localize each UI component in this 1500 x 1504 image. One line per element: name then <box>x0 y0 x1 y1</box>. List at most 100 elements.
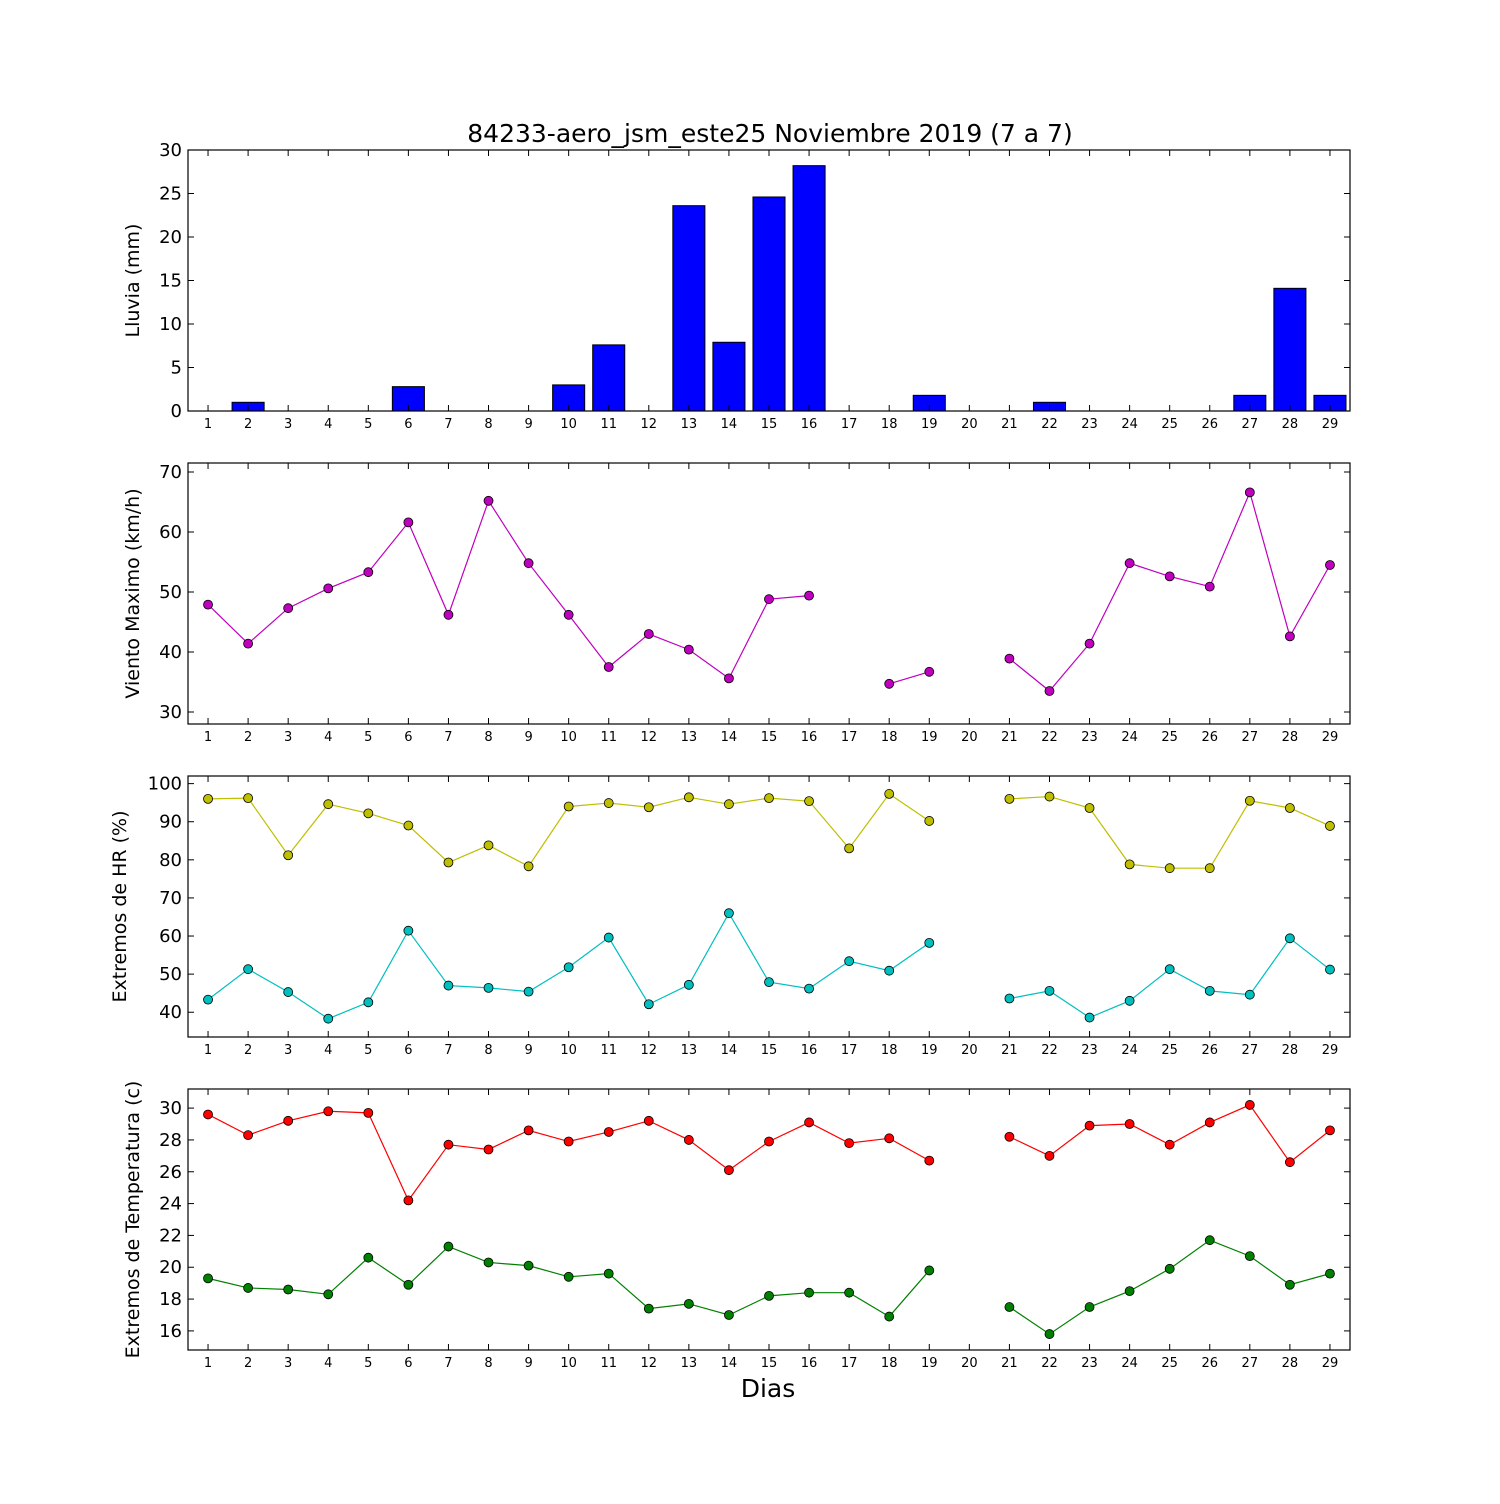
series-2-point-day-17 <box>844 956 855 967</box>
series-2-point-day-5 <box>363 1252 374 1263</box>
x-tick-label: 18 <box>881 730 898 745</box>
series-2-point-day-16 <box>804 983 814 994</box>
bar-day-13 <box>672 205 706 412</box>
series-1-point-day-3 <box>283 850 294 861</box>
x-tick-label: 26 <box>1201 1356 1218 1371</box>
series-2-point-day-29 <box>1325 964 1335 975</box>
series-1-point-day-18 <box>884 789 895 799</box>
series-1-point-day-19 <box>924 816 935 826</box>
series-1-point-day-9 <box>523 861 534 872</box>
x-tick-label: 21 <box>1001 1356 1018 1371</box>
series-2-point-day-1 <box>203 1273 213 1284</box>
x-tick-label: 24 <box>1121 1043 1138 1058</box>
x-tick-label: 29 <box>1322 730 1339 745</box>
series-1-point-day-24 <box>1124 1119 1135 1129</box>
series-2-point-day-15 <box>764 977 774 988</box>
x-tick-label: 25 <box>1161 730 1178 745</box>
series-1-point-day-29 <box>1325 821 1335 831</box>
y-tick-label: 50 <box>159 582 182 603</box>
y-tick-label: 50 <box>159 964 182 985</box>
y-tick-label: 40 <box>159 642 182 663</box>
x-tick-label: 14 <box>721 730 738 745</box>
x-tick-label: 17 <box>841 1043 858 1058</box>
bar-day-15 <box>752 196 786 412</box>
x-tick-label: 29 <box>1322 417 1339 432</box>
series-1-line-2 <box>1009 795 1331 869</box>
y-tick-label: 70 <box>159 462 182 483</box>
series-1-point-day-15 <box>764 793 774 803</box>
series-1-point-day-14 <box>724 1165 734 1176</box>
x-tick-label: 9 <box>524 1043 532 1058</box>
y-tick-label: 40 <box>159 1002 182 1023</box>
x-tick-label: 12 <box>641 1356 658 1371</box>
y-tick-label: 70 <box>159 888 182 909</box>
y-axis-label: Viento Maximo (km/h) <box>122 488 144 698</box>
y-tick-label: 60 <box>159 926 182 947</box>
series-1-point-day-9 <box>523 1125 534 1136</box>
series-2-point-day-4 <box>323 1013 334 1024</box>
x-tick-label: 4 <box>324 1356 332 1371</box>
x-tick-label: 21 <box>1001 1043 1018 1058</box>
x-tick-label: 3 <box>284 417 292 432</box>
x-tick-label: 7 <box>444 417 452 432</box>
axes-frame <box>187 462 1351 725</box>
x-tick-label: 25 <box>1161 1043 1178 1058</box>
y-tick-label: 20 <box>159 227 182 248</box>
x-tick-label: 28 <box>1282 1043 1299 1058</box>
x-tick-label: 14 <box>721 417 738 432</box>
x-tick-label: 23 <box>1081 417 1098 432</box>
series-2-line-2 <box>1009 937 1331 1019</box>
x-tick-label: 21 <box>1001 417 1018 432</box>
x-tick-label: 11 <box>600 1356 617 1371</box>
series-1-point-day-4 <box>323 583 334 594</box>
series-2-point-day-23 <box>1084 1302 1095 1312</box>
x-tick-label: 8 <box>484 1043 492 1058</box>
x-tick-label: 13 <box>681 417 698 432</box>
y-tick-label: 60 <box>159 522 182 543</box>
x-tick-label: 2 <box>244 1356 252 1371</box>
series-1-point-day-8 <box>483 1144 494 1155</box>
x-tick-label: 19 <box>921 1356 938 1371</box>
x-tick-label: 18 <box>881 417 898 432</box>
series-2-point-day-26 <box>1204 985 1215 996</box>
series-1-point-day-2 <box>243 638 254 649</box>
x-tick-label: 26 <box>1201 730 1218 745</box>
series-1-point-day-17 <box>844 1138 855 1149</box>
x-tick-label: 6 <box>404 1043 412 1058</box>
x-tick-label: 24 <box>1121 730 1138 745</box>
x-tick-label: 18 <box>881 1043 898 1058</box>
x-tick-label: 1 <box>204 417 212 432</box>
x-tick-label: 22 <box>1041 730 1058 745</box>
series-1-point-day-22 <box>1044 1150 1055 1161</box>
x-tick-label: 12 <box>641 730 658 745</box>
x-tick-label: 12 <box>641 1043 658 1058</box>
x-tick-label: 15 <box>761 1356 778 1371</box>
series-1-point-day-2 <box>243 1130 254 1141</box>
series-1-point-day-13 <box>683 792 694 803</box>
x-tick-label: 3 <box>284 730 292 745</box>
series-1-point-day-23 <box>1084 1120 1095 1131</box>
x-tick-label: 6 <box>404 1356 412 1371</box>
y-tick-label: 26 <box>159 1162 182 1183</box>
x-tick-label: 3 <box>284 1043 292 1058</box>
series-1-point-day-27 <box>1244 795 1255 806</box>
series-2-point-day-4 <box>323 1289 334 1300</box>
series-2-point-day-28 <box>1284 1279 1295 1290</box>
series-2-point-day-23 <box>1084 1012 1095 1023</box>
series-1-point-day-6 <box>403 517 414 528</box>
x-tick-label: 27 <box>1242 1356 1259 1371</box>
series-2-point-day-18 <box>884 965 895 976</box>
x-tick-label: 7 <box>444 730 452 745</box>
series-2-point-day-25 <box>1164 964 1175 975</box>
y-tick-label: 22 <box>159 1225 182 1246</box>
bar-day-16 <box>792 165 826 412</box>
series-1-point-day-2 <box>243 793 254 803</box>
x-tick-label: 28 <box>1282 730 1299 745</box>
x-tick-label: 22 <box>1041 1356 1058 1371</box>
series-1-point-day-19 <box>924 666 935 677</box>
series-2-point-day-21 <box>1004 993 1015 1004</box>
